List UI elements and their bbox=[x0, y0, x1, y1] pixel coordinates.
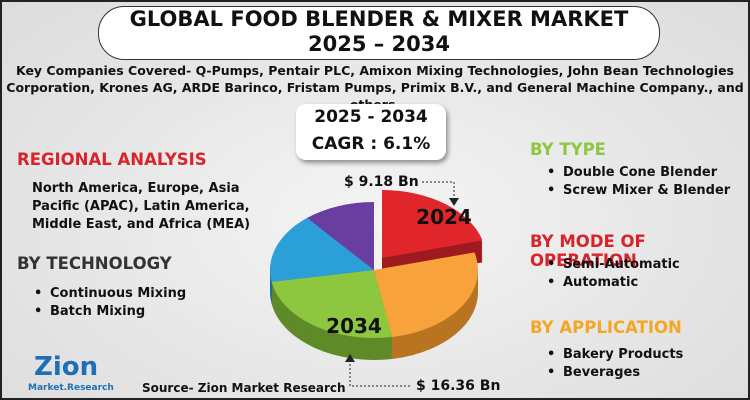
pie-year-label: 2034 bbox=[326, 314, 382, 338]
list-item: Beverages bbox=[545, 364, 683, 382]
list-item: Bakery Products bbox=[545, 346, 683, 364]
list-item: Screw Mixer & Blender bbox=[545, 182, 730, 200]
companies-line: Key Companies Covered- Q-Pumps, Pentair … bbox=[15, 63, 734, 78]
title-box: GLOBAL FOOD BLENDER & MIXER MARKET 2025 … bbox=[98, 6, 660, 60]
list: Semi-Automatic Automatic bbox=[545, 256, 680, 292]
cagr: CAGR : 6.1% bbox=[311, 134, 431, 154]
list: Continuous Mixing Batch Mixing bbox=[32, 285, 186, 321]
pie-slice bbox=[307, 202, 374, 270]
source: Source- Zion Market Research bbox=[142, 381, 346, 395]
pie-slice bbox=[269, 217, 374, 282]
arrow bbox=[422, 181, 455, 202]
pie-year-label: 2024 bbox=[416, 205, 472, 229]
pie-slice bbox=[271, 270, 393, 338]
section-title: BY TYPE bbox=[530, 140, 606, 159]
arrowhead bbox=[449, 198, 459, 206]
list-item: Double Cone Blender bbox=[545, 164, 730, 182]
section-title: REGIONAL ANALYSIS bbox=[17, 150, 207, 169]
arrowhead bbox=[345, 354, 355, 362]
title-period: 2025 – 2034 bbox=[307, 32, 451, 56]
list: Bakery Products Beverages bbox=[545, 346, 683, 382]
pie bbox=[269, 190, 483, 361]
pie-slice bbox=[382, 190, 483, 258]
logo-sub: Market.Research bbox=[28, 383, 114, 393]
regional-text: North America, Europe, Asia Pacific (APA… bbox=[32, 181, 251, 232]
value-label: $ 9.18 Bn bbox=[344, 174, 419, 190]
section-title: BY TECHNOLOGY bbox=[17, 254, 172, 273]
list: Double Cone Blender Screw Mixer & Blende… bbox=[545, 164, 730, 200]
list-item: Semi-Automatic bbox=[545, 256, 680, 274]
section-title: BY APPLICATION bbox=[530, 318, 682, 337]
title: GLOBAL FOOD BLENDER & MIXER MARKET bbox=[129, 7, 629, 31]
period: 2025 - 2034 bbox=[314, 107, 428, 127]
list-item: Continuous Mixing bbox=[32, 285, 186, 303]
pie-slice bbox=[374, 252, 478, 337]
arrow bbox=[349, 358, 410, 387]
logo-name: Zion bbox=[34, 352, 98, 382]
list-item: Automatic bbox=[545, 274, 680, 292]
cagr-box: 2025 - 2034 CAGR : 6.1% bbox=[296, 104, 446, 160]
list-item: Batch Mixing bbox=[32, 303, 186, 321]
value-label: $ 16.36 Bn bbox=[416, 378, 500, 394]
